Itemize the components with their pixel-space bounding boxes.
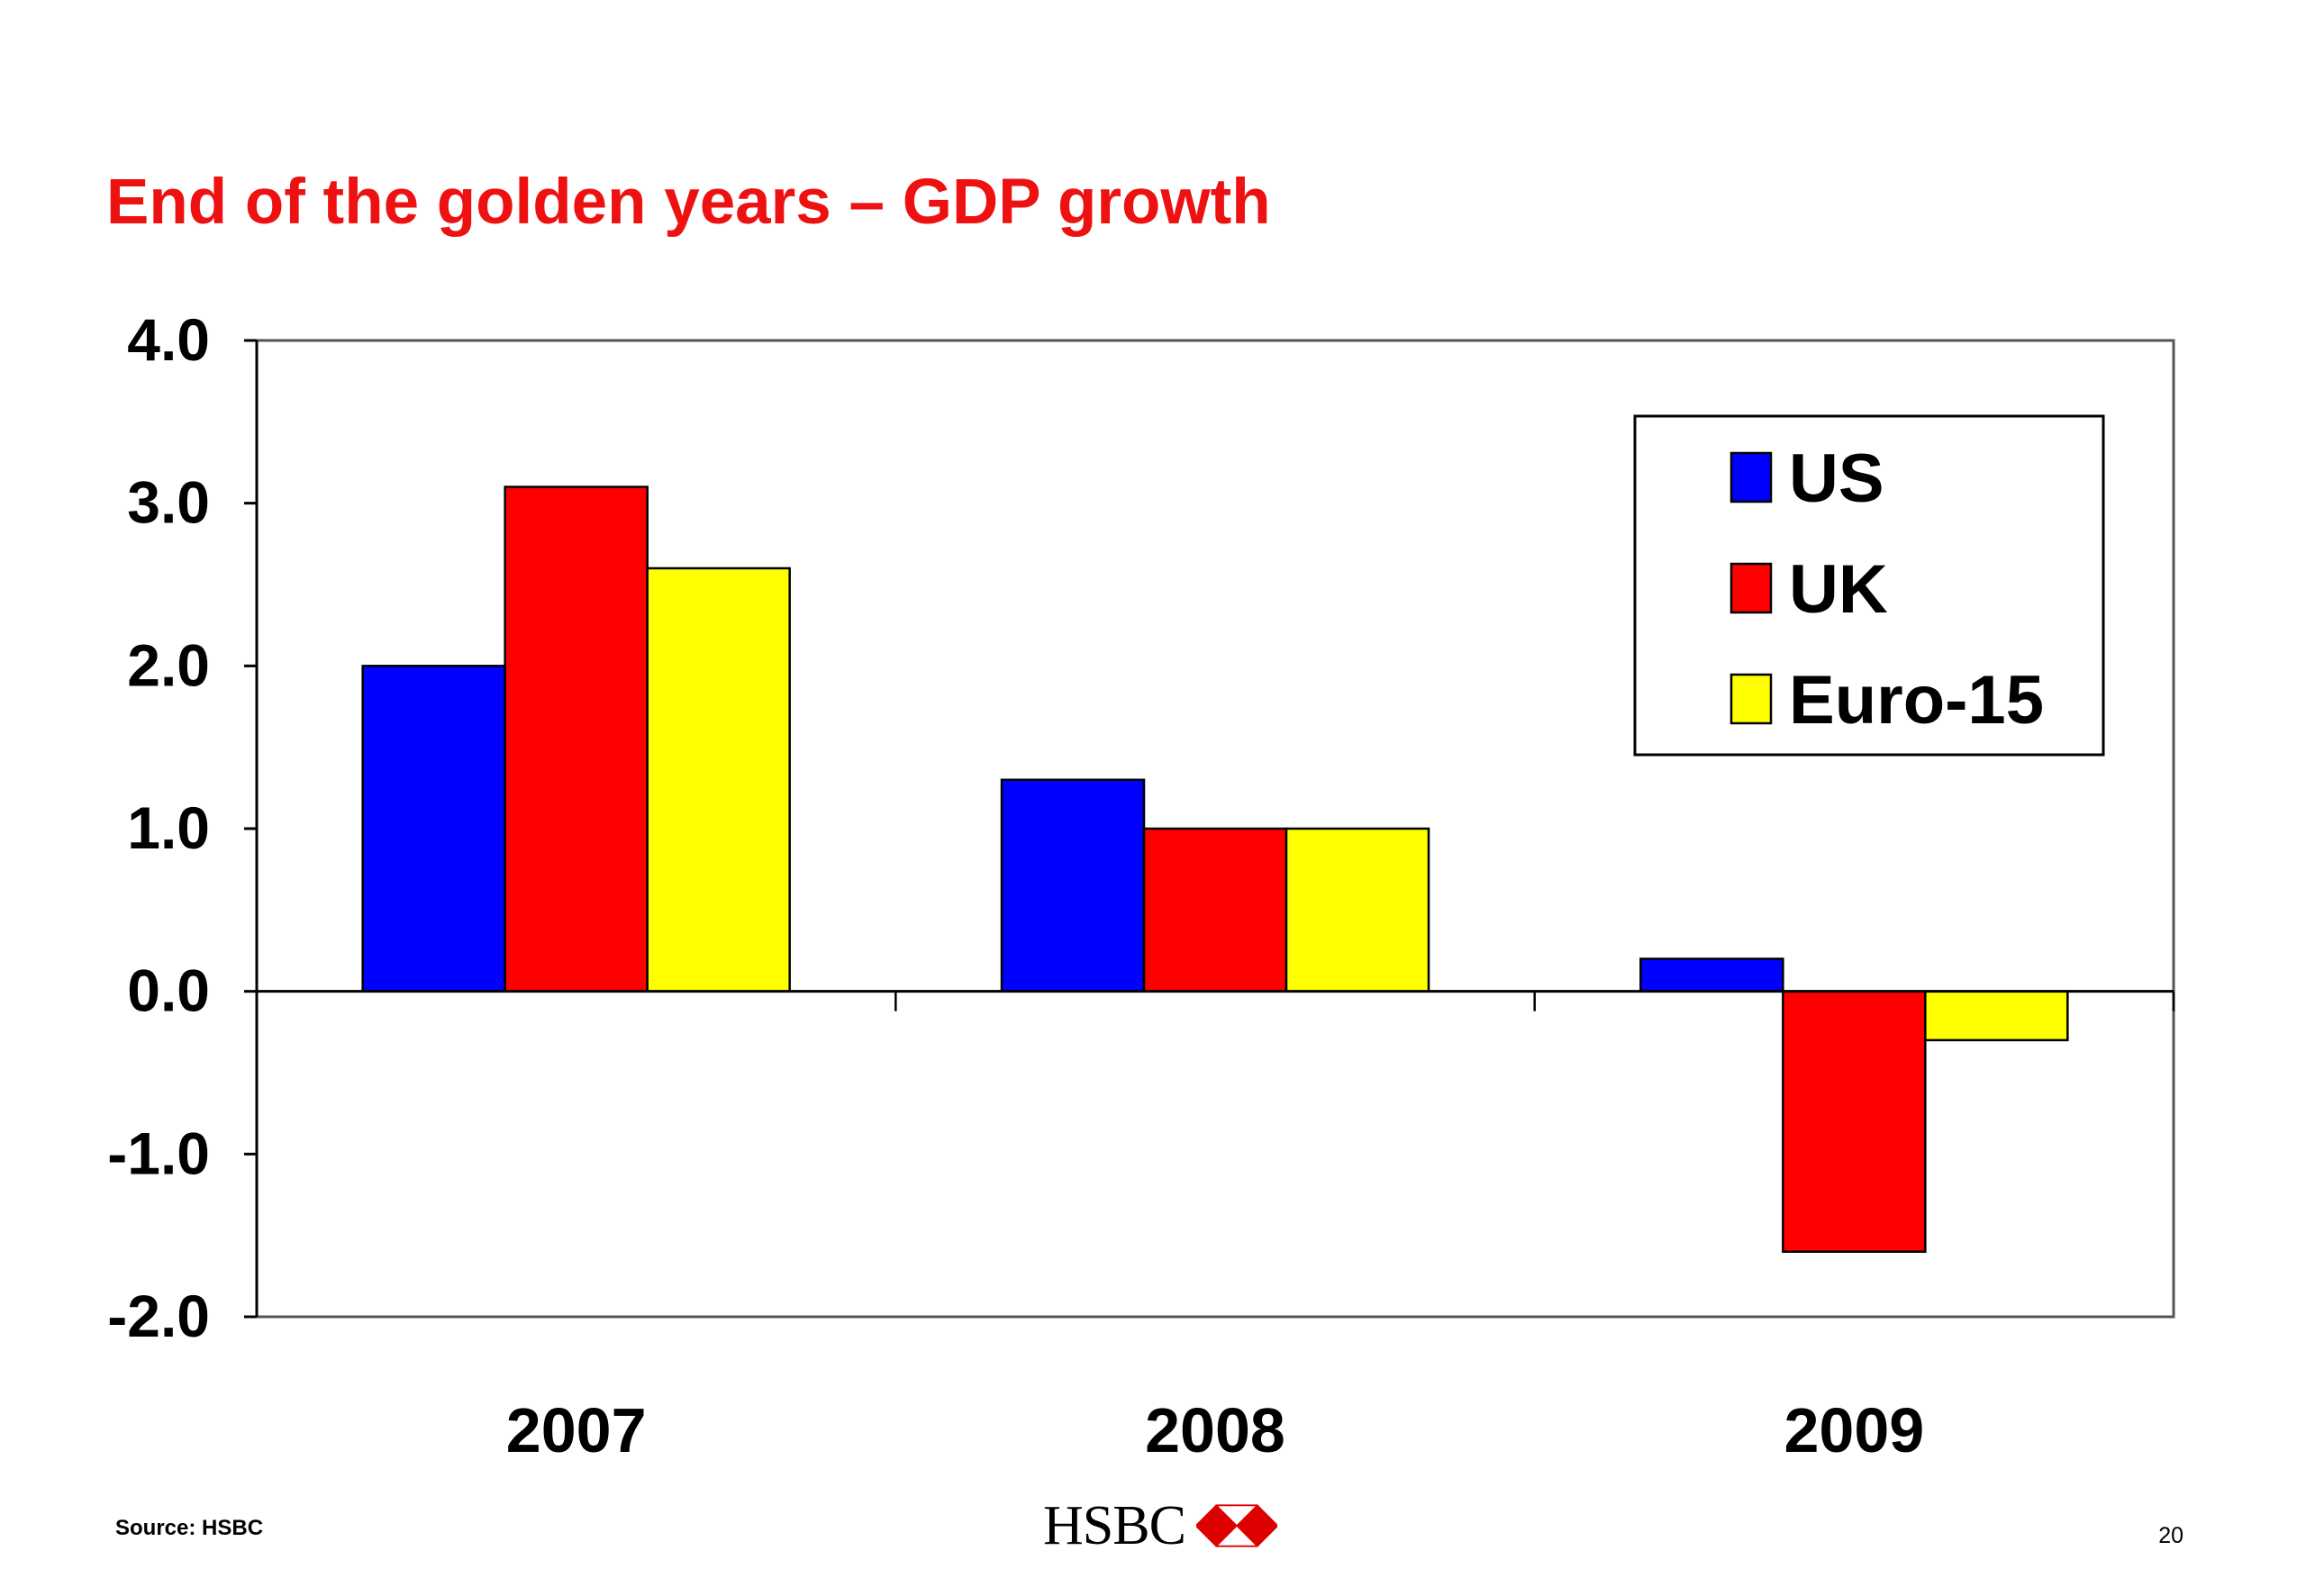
y-tick-label: 3.0: [127, 469, 210, 536]
legend-label-uk: UK: [1789, 551, 1888, 628]
legend-label-euro-15: Euro-15: [1789, 662, 2044, 739]
bar-euro-15-2009: [1924, 990, 2069, 1042]
legend-label-us: US: [1789, 440, 1884, 517]
y-axis-ticks: 4.0 3.0 2.0 1.0 0.0 -1.0 -2.0: [107, 306, 257, 1349]
legend-box: [1633, 414, 2105, 757]
hsbc-hexagon-icon: [1195, 1504, 1277, 1547]
bar-us-2008: [1000, 778, 1146, 993]
hsbc-logo: HSBC: [1043, 1490, 1277, 1562]
x-axis-ticks: 2007 2008 2009: [506, 991, 2175, 1465]
legend-swatch-euro-15: [1730, 673, 1773, 725]
source-note: Source: HSBC: [115, 1516, 264, 1540]
y-tick-label: 2.0: [127, 631, 210, 698]
x-category-label: 2008: [1145, 1395, 1285, 1465]
y-tick-label: -1.0: [107, 1120, 210, 1186]
bar-us-2007: [361, 665, 506, 993]
bar-uk-2008: [1142, 827, 1288, 993]
legend: US UK Euro-15: [1633, 414, 2105, 757]
bars: [361, 485, 2069, 1253]
legend-swatch-uk: [1730, 562, 1773, 614]
page-number: 20: [2158, 1523, 2183, 1548]
bar-uk-2009: [1782, 990, 1927, 1253]
x-category-label: 2009: [1784, 1395, 1924, 1465]
legend-swatch-us: [1730, 451, 1773, 503]
bar-euro-15-2008: [1285, 827, 1430, 993]
y-tick-label: 0.0: [127, 957, 210, 1024]
bar-euro-15-2007: [646, 567, 791, 993]
bar-us-2009: [1639, 957, 1784, 993]
y-tick-label: -2.0: [107, 1283, 210, 1349]
y-tick-label: 4.0: [127, 306, 210, 373]
y-tick-label: 1.0: [127, 794, 210, 861]
bar-uk-2007: [504, 485, 649, 993]
slide-title: End of the golden years – GDP growth: [106, 167, 1271, 238]
logo-wordmark: HSBC: [1043, 1495, 1186, 1556]
x-category-label: 2007: [506, 1395, 647, 1465]
